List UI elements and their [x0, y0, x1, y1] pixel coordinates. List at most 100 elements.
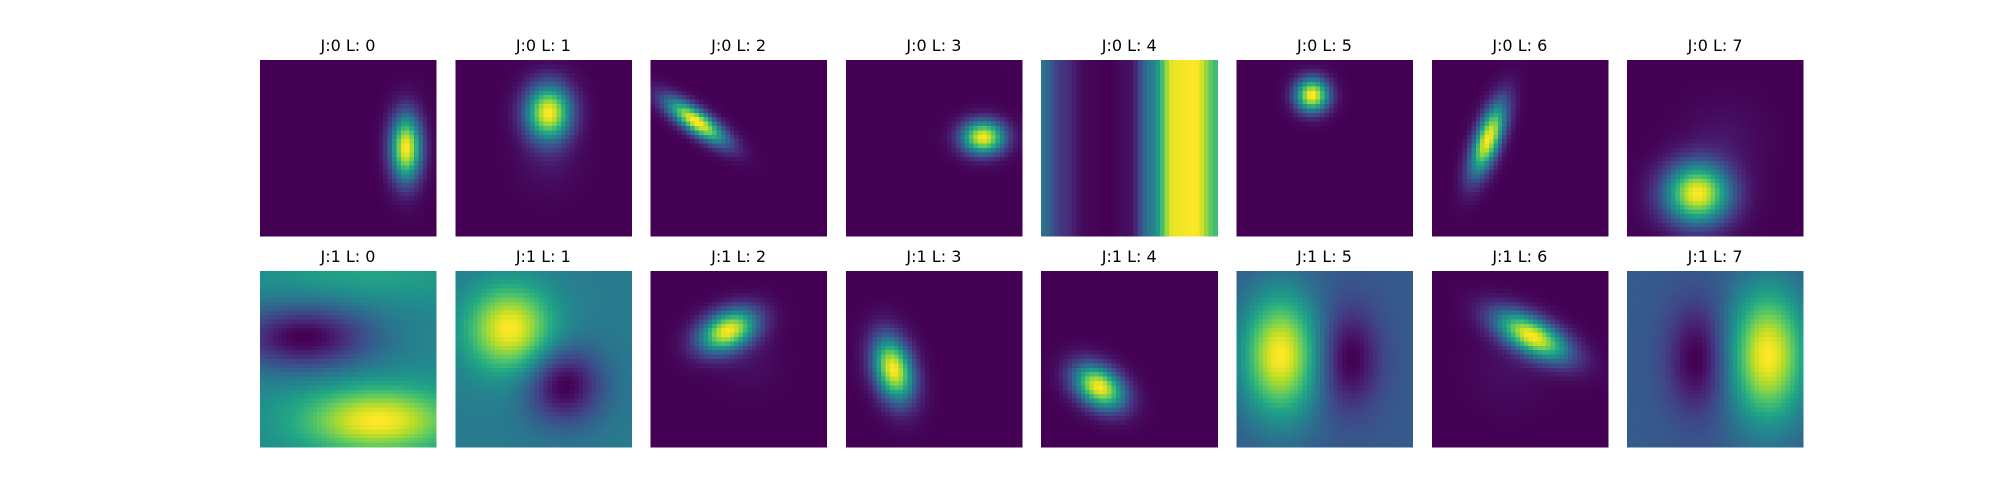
- heatmap-cell: [681, 161, 686, 166]
- heatmap-cell: [791, 210, 796, 215]
- heatmap-cell: [322, 161, 327, 166]
- heatmap-cell: [427, 152, 432, 157]
- heatmap-cell: [295, 192, 300, 197]
- heatmap-cell: [659, 232, 664, 237]
- heatmap-cell: [460, 78, 465, 83]
- heatmap-cell: [539, 192, 544, 197]
- heatmap-cell: [756, 122, 761, 127]
- heatmap-cell: [783, 108, 788, 113]
- heatmap-cell: [614, 170, 619, 175]
- heatmap-cell: [783, 166, 788, 171]
- heatmap-cell: [348, 196, 353, 201]
- heatmap-cell: [791, 223, 796, 228]
- heatmap-cell: [460, 86, 465, 91]
- heatmap-cell: [477, 214, 482, 219]
- heatmap-cell: [526, 144, 531, 149]
- heatmap-cell: [410, 232, 415, 237]
- heatmap-cell: [513, 201, 518, 206]
- heatmap-cell: [291, 73, 296, 78]
- heatmap-cell: [739, 86, 744, 91]
- heatmap-cell: [491, 86, 496, 91]
- heatmap-cell: [681, 100, 686, 105]
- heatmap-cell: [596, 60, 601, 65]
- heatmap-cell: [609, 144, 614, 149]
- heatmap-cell: [304, 170, 309, 175]
- heatmap-cell: [605, 152, 610, 157]
- heatmap-cell: [769, 95, 774, 100]
- heatmap-cell: [357, 117, 362, 122]
- heatmap-cell: [686, 122, 691, 127]
- heatmap-cell: [623, 161, 628, 166]
- heatmap-cell: [423, 86, 428, 91]
- heatmap-cell: [464, 86, 469, 91]
- heatmap-cell: [504, 113, 509, 118]
- heatmap-cell: [295, 69, 300, 74]
- heatmap-cell: [673, 82, 678, 87]
- heatmap-cell: [477, 144, 482, 149]
- heatmap-cell: [627, 144, 632, 149]
- heatmap-cell: [952, 73, 957, 78]
- heatmap-cell: [695, 60, 700, 65]
- heatmap-cell: [791, 122, 796, 127]
- heatmap-cell: [596, 144, 601, 149]
- heatmap-cell: [482, 91, 487, 96]
- heatmap-cell: [601, 179, 606, 184]
- heatmap-cell: [890, 69, 895, 74]
- heatmap-cell: [491, 218, 496, 223]
- heatmap-cell: [730, 135, 735, 140]
- heatmap-cell: [530, 82, 535, 87]
- heatmap-cell: [282, 104, 287, 109]
- heatmap-cell: [273, 104, 278, 109]
- heatmap-cell: [681, 174, 686, 179]
- heatmap-cell: [872, 64, 877, 69]
- heatmap-cell: [508, 188, 513, 193]
- heatmap-cell: [491, 157, 496, 162]
- heatmap-cell: [686, 218, 691, 223]
- heatmap-cell: [455, 113, 460, 118]
- heatmap-cell: [601, 223, 606, 228]
- heatmap-image: [846, 60, 1023, 237]
- heatmap-cell: [695, 139, 700, 144]
- heatmap-cell: [322, 69, 327, 74]
- heatmap-cell: [778, 166, 783, 171]
- heatmap-cell: [335, 205, 340, 210]
- heatmap-cell: [721, 192, 726, 197]
- heatmap-cell: [752, 144, 757, 149]
- heatmap-cell: [352, 144, 357, 149]
- heatmap-cell: [774, 201, 779, 206]
- heatmap-cell: [521, 166, 526, 171]
- heatmap-cell: [614, 166, 619, 171]
- heatmap-cell: [769, 100, 774, 105]
- heatmap-cell: [396, 135, 401, 140]
- heatmap-cell: [352, 113, 357, 118]
- heatmap-cell: [344, 170, 349, 175]
- heatmap-cell: [796, 205, 801, 210]
- heatmap-cell: [530, 188, 535, 193]
- heatmap-cell: [526, 91, 531, 96]
- heatmap-cell: [508, 214, 513, 219]
- heatmap-cell: [747, 117, 752, 122]
- heatmap-cell: [570, 108, 575, 113]
- heatmap-cell: [401, 205, 406, 210]
- heatmap-cell: [543, 64, 548, 69]
- heatmap-cell: [295, 113, 300, 118]
- heatmap-cell: [695, 218, 700, 223]
- heatmap-cell: [473, 183, 478, 188]
- heatmap-cell: [818, 86, 823, 91]
- heatmap-cell: [383, 139, 388, 144]
- heatmap-cell: [486, 113, 491, 118]
- heatmap-cell: [557, 100, 562, 105]
- heatmap-cell: [651, 126, 656, 131]
- heatmap-cell: [357, 170, 362, 175]
- heatmap-cell: [427, 183, 432, 188]
- heatmap-cell: [330, 152, 335, 157]
- heatmap-cell: [401, 196, 406, 201]
- heatmap-cell: [583, 218, 588, 223]
- heatmap-cell: [370, 188, 375, 193]
- heatmap-cell: [805, 126, 810, 131]
- heatmap-cell: [756, 166, 761, 171]
- heatmap-cell: [352, 210, 357, 215]
- heatmap-cell: [583, 205, 588, 210]
- heatmap-cell: [427, 201, 432, 206]
- heatmap-cell: [499, 201, 504, 206]
